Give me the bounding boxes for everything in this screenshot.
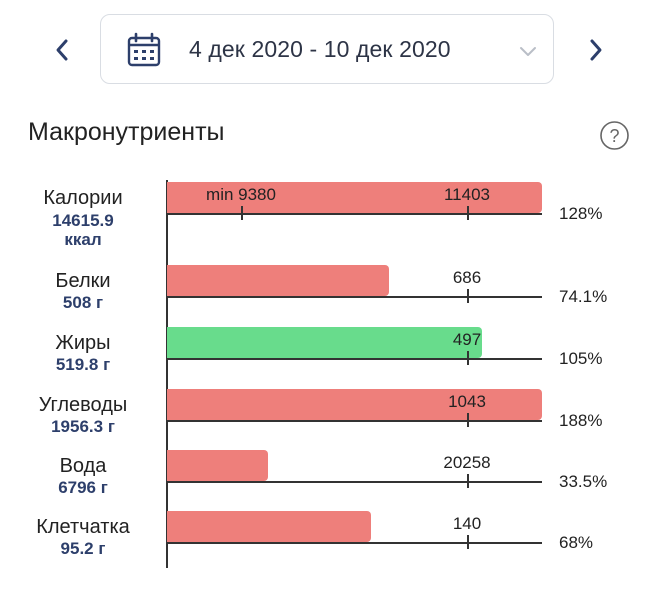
calendar-icon [127,32,161,67]
nutrient-track [167,213,542,215]
nutrient-track [167,542,542,544]
chevron-down-icon [520,47,536,56]
nutrient-percent: 128% [559,204,603,223]
chevron-right-icon [590,39,602,61]
chart-axis [166,180,168,568]
nutrient-amount: 14615.9 ккал [52,211,114,249]
target-tick [467,206,469,220]
target-value: 686 [452,268,482,287]
date-range-picker[interactable]: 4 дек 2020 - 10 дек 2020 [100,14,554,84]
min-value: min 9380 [206,185,276,204]
nutrient-bar [167,389,542,420]
target-tick [467,474,469,488]
min-tick [241,206,243,220]
target-tick [467,535,469,549]
nutrient-track [167,481,542,483]
nutrient-percent: 105% [559,349,603,368]
nutrient-percent: 74.1% [559,287,608,306]
nutrient-track [167,358,542,360]
nutrient-track [167,420,542,422]
nutrient-unit: ккал [64,230,102,249]
nutrient-label: Калории [43,187,123,209]
nutrient-label: Жиры [55,332,111,354]
nutrient-percent: 68% [559,533,594,552]
target-value: 20258 [443,453,491,472]
nutrient-bar [167,450,268,481]
svg-text:?: ? [609,126,619,146]
nutrient-label: Углеводы [38,394,128,416]
question-circle-icon[interactable]: ? [599,120,630,151]
next-period-button[interactable] [578,30,614,70]
section-title: Макронутриенты [28,118,225,146]
nutrient-amount: 1956.3 г [51,417,115,436]
nutrient-amount: 519.8 г [55,355,111,374]
nutrient-percent: 188% [559,411,603,430]
nutrient-amount: 508 г [62,293,104,312]
target-tick [467,413,469,427]
nutrient-bar [167,327,482,358]
nutrient-percent: 33.5% [559,472,608,491]
target-value: 1043 [448,392,486,411]
target-value: 11403 [443,185,491,204]
nutrient-bar [167,182,542,213]
prev-period-button[interactable] [44,30,80,70]
chevron-left-icon [56,39,68,61]
nutrient-bar [167,511,371,542]
nutrient-label: Белки [55,270,111,292]
nutrient-bar [167,265,389,296]
target-tick [467,289,469,303]
nutrient-amount: 95.2 г [60,539,106,558]
date-range-text: 4 дек 2020 - 10 дек 2020 [189,36,451,62]
nutrient-amount: 6796 г [58,478,108,497]
target-tick [467,351,469,365]
nutrient-track [167,296,542,298]
nutrient-label: Клетчатка [36,516,130,538]
nutrient-label: Вода [59,455,107,477]
target-value: 497 [452,330,482,349]
target-value: 140 [452,514,482,533]
